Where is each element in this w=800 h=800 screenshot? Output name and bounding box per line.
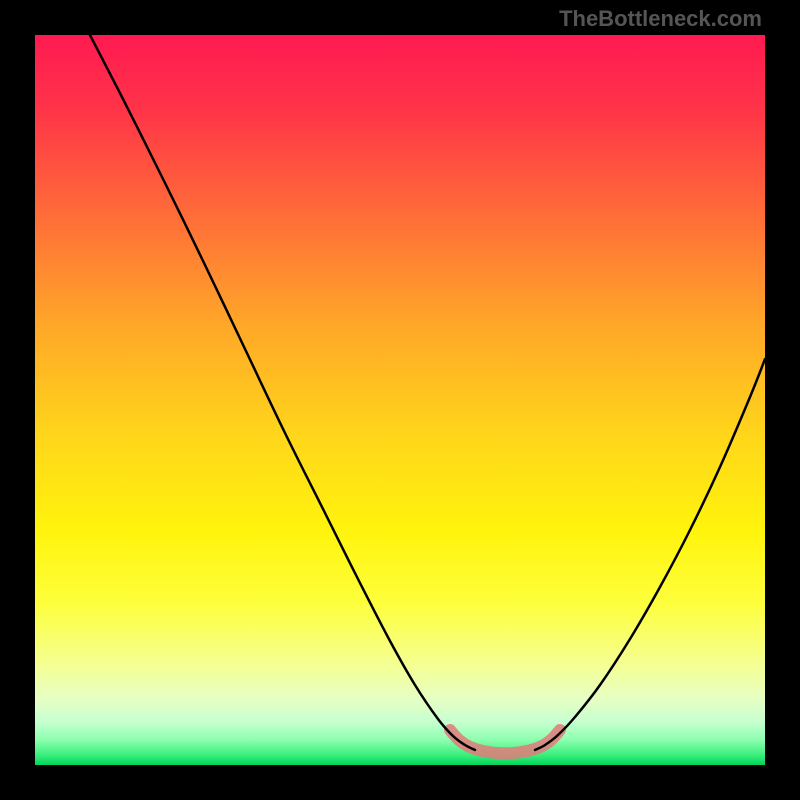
bottleneck-highlight [450,730,560,753]
plot-area [35,35,765,765]
chart-container: TheBottleneck.com [0,0,800,800]
curve-left-branch [90,35,475,750]
watermark-text: TheBottleneck.com [559,6,762,32]
curve-right-branch [535,359,765,750]
curve-layer [35,35,765,765]
